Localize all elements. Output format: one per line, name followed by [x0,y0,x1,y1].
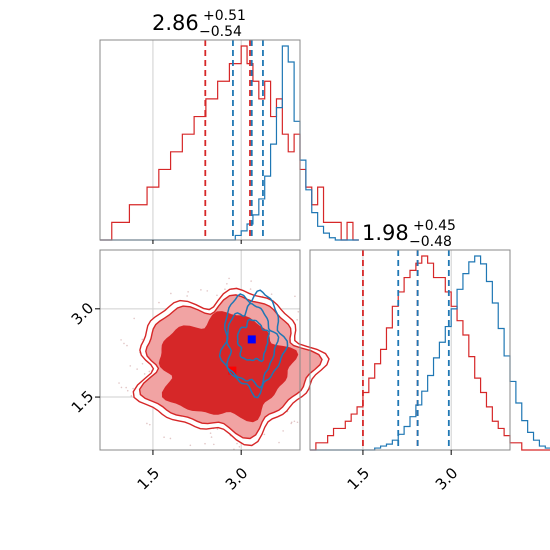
panel-frame [309,249,511,451]
sample-point [133,317,135,320]
sample-point [226,282,228,285]
sample-point [132,387,134,390]
blue-contour-inner [236,318,270,363]
sample-point [213,443,215,446]
sample-point [296,421,299,424]
blue-marker [247,335,256,344]
sample-point [238,446,241,448]
y-hist-series-1 [310,255,550,451]
x-tick-label: 3.0 [432,464,462,494]
histogram-panel-y: 1.5 3.0 [309,249,550,494]
x-tick-label: 1.5 [344,464,374,494]
title-y-estimate: 1.98 +0.45 −0.48 [362,218,456,250]
sample-point [158,301,160,304]
x-tick-label: 3.0 [222,464,252,494]
contour-panel-xy: 1.5 3.0 3.0 1.5 [68,249,330,494]
sample-point [141,338,144,341]
sample-point [136,368,138,370]
sample-point [148,423,151,426]
sample-point [189,444,192,447]
sample-point [141,362,144,365]
sample-point [236,442,238,445]
title-x-minus: −0.54 [199,24,242,40]
sample-point [169,437,172,440]
sample-point [216,294,218,297]
sample-point [146,422,148,425]
blue-contour-mid [226,302,280,389]
y-hist-series-0 [310,255,550,451]
sample-point [163,436,165,439]
sample-point [270,293,273,295]
sample-point [129,365,132,367]
sample-point [126,344,128,347]
sample-point [250,280,252,282]
title-x-plus: +0.51 [203,8,246,24]
y-tick-label: 1.5 [68,387,98,417]
sample-point [294,295,296,298]
sample-point [130,395,133,397]
sample-point [118,382,120,384]
sample-point [278,441,280,444]
sample-point [249,288,252,290]
sample-point [282,430,284,432]
sample-point [206,290,209,292]
title-y-plus: +0.45 [413,218,456,234]
sample-point [297,310,300,313]
x-hist-series-0 [100,45,359,241]
sample-point [290,421,293,424]
panel-frame [99,39,301,241]
sample-point [224,288,226,291]
y-tick-label: 3.0 [68,299,98,329]
x-tick-label: 1.5 [134,464,164,494]
sample-point [187,291,189,293]
histogram-panel-x [99,39,359,244]
title-y-minus: −0.48 [409,234,452,250]
sample-point [210,436,213,438]
sample-point [293,420,296,423]
sample-point [125,386,127,389]
sample-point [200,289,202,291]
sample-point [120,386,123,389]
sample-point [228,277,230,280]
sample-point [186,295,188,297]
sample-point [209,432,212,434]
sample-point [143,373,146,375]
sample-point [216,428,219,430]
sample-point [170,292,172,295]
sample-point [126,389,129,392]
sample-point [263,433,266,436]
title-x-value: 2.86 [152,11,199,35]
title-x-estimate: 2.86 +0.51 −0.54 [152,8,246,40]
sample-point [296,319,298,321]
title-y-value: 1.98 [362,221,409,245]
sample-point [148,370,151,373]
sample-point [204,442,206,445]
panel-frame [99,249,301,451]
sample-point [120,339,122,341]
sample-point [123,342,125,345]
